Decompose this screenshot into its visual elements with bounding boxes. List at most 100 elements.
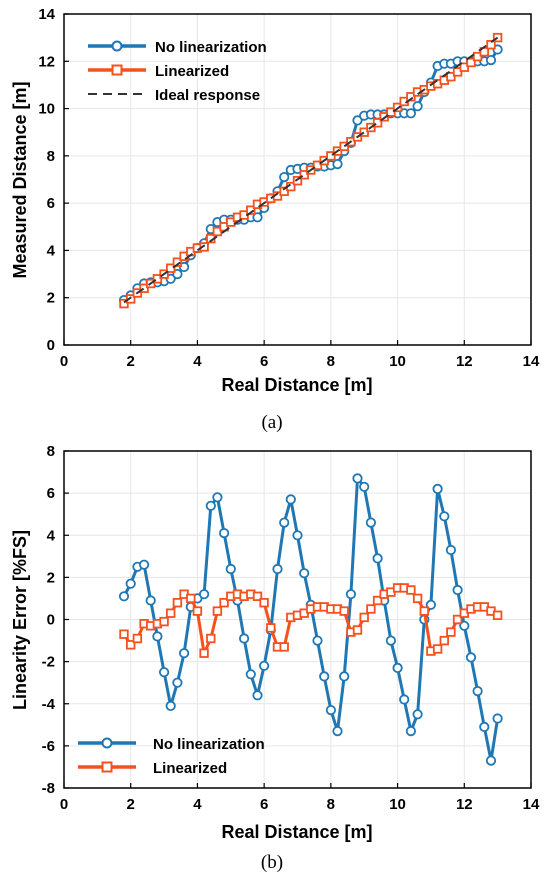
legend-marker-circle-b [101, 737, 113, 749]
data-point-linearized [226, 217, 236, 227]
legend-label-ideal-response: Ideal response [155, 87, 260, 104]
data-point-no-linearization [352, 115, 363, 126]
data-point-linearized [339, 606, 349, 616]
y-tick-label: 12 [38, 53, 55, 70]
data-point-no-linearization [165, 700, 176, 712]
data-point-linearized [486, 40, 496, 50]
data-point-linearized [172, 598, 183, 608]
data-point-no-linearization [492, 713, 503, 724]
x-tick-label: 0 [60, 796, 68, 813]
panel-a-ylabel: Measured Distance [m] [10, 81, 30, 278]
y-tick-label: 8 [47, 148, 55, 165]
data-point-no-linearization [405, 108, 416, 119]
y-tick-label: 0 [47, 337, 55, 354]
x-tick-label: 2 [127, 353, 135, 370]
data-point-linearized [132, 633, 143, 644]
data-point-no-linearization [225, 563, 236, 575]
x-tick-label: 10 [389, 353, 406, 370]
data-point-linearized [165, 608, 176, 618]
data-point-linearized [492, 610, 503, 620]
data-point-no-linearization [405, 725, 416, 737]
data-point-no-linearization [245, 669, 256, 680]
data-point-no-linearization [199, 589, 210, 600]
panel-b: 0 2 4 6 8 10 12 14 -8 -6 -4 -2 0 2 4 6 8 Real Distance [… [10, 443, 540, 873]
x-tick-label: 10 [389, 796, 406, 813]
panel-a-xlabel: Real Distance [m] [221, 375, 372, 395]
data-point-linearized [386, 107, 396, 117]
legend-marker-square-b [101, 761, 113, 773]
legend-entry-ideal-response: Ideal response [88, 87, 260, 104]
y-tick-label: -2 [42, 654, 55, 671]
data-point-linearized [139, 283, 149, 293]
y-tick-label: 2 [47, 290, 55, 307]
data-point-no-linearization [432, 483, 443, 494]
data-point-no-linearization [125, 578, 136, 589]
data-point-linearized [439, 635, 449, 646]
data-point-linearized [199, 242, 209, 252]
data-point-no-linearization [279, 517, 290, 528]
data-point-linearized [199, 648, 209, 658]
data-point-no-linearization [179, 648, 190, 659]
x-tick-label: 0 [60, 353, 68, 370]
legend-label-no-linearization-b: No linearization [153, 736, 265, 753]
panel-a-frame [63, 13, 532, 346]
data-point-linearized [419, 606, 429, 616]
data-point-linearized [126, 640, 136, 650]
data-point-linearized [372, 118, 383, 128]
data-point-no-linearization [258, 660, 270, 671]
data-point-linearized [406, 92, 416, 102]
data-point-linearized [186, 593, 196, 604]
y-tick-label: 4 [47, 527, 56, 544]
data-point-linearized [446, 627, 456, 637]
x-tick-label: 4 [193, 353, 202, 370]
y-tick-label: 6 [47, 195, 55, 212]
y-tick-label: 14 [38, 6, 55, 23]
x-tick-label: 6 [260, 353, 268, 370]
data-point-linearized [192, 606, 203, 616]
data-point-linearized [472, 51, 483, 62]
data-point-no-linearization [285, 494, 296, 505]
data-point-no-linearization [385, 635, 396, 646]
data-point-no-linearization [345, 589, 356, 600]
y-tick-label: 0 [47, 612, 55, 629]
panel-a-series [118, 32, 503, 309]
data-point-no-linearization [299, 568, 310, 579]
legend-label-linearized-b: Linearized [153, 760, 227, 777]
data-point-linearized [292, 175, 303, 186]
data-point-no-linearization [412, 101, 423, 112]
x-tick-label: 2 [127, 796, 135, 813]
panel-a-grid [63, 13, 532, 346]
panel-b-caption: (b) [261, 852, 283, 873]
data-point-linearized [459, 62, 469, 72]
y-tick-label: -6 [42, 738, 55, 755]
panel-b-ylabel: Linearity Error [%FS] [10, 530, 30, 710]
data-point-no-linearization [118, 591, 130, 602]
panel-a: 0 2 4 6 8 10 12 14 0 2 4 6 8 10 12 14 Real Distance [m]… [10, 6, 540, 433]
data-point-no-linearization [472, 685, 483, 697]
data-point-no-linearization [319, 671, 330, 682]
panel-b-xlabel: Real Distance [m] [221, 822, 372, 842]
data-point-linearized [152, 274, 163, 284]
panel-b-ticks: 0 2 4 6 8 10 12 14 -8 -6 -4 -2 0 2 4 6 8 [42, 443, 540, 813]
data-point-no-linearization [159, 667, 170, 678]
data-point-linearized [326, 151, 336, 161]
data-point-no-linearization [145, 595, 156, 606]
data-point-no-linearization [172, 677, 183, 688]
data-point-linearized [259, 598, 269, 608]
panel-b-legend: No linearization Linearized [78, 736, 265, 777]
panel-a-caption: (a) [261, 412, 282, 433]
data-point-linearized [492, 32, 503, 43]
data-point-no-linearization [372, 553, 383, 564]
data-point-linearized [172, 257, 183, 267]
data-point-linearized [372, 595, 383, 606]
y-tick-label: -8 [42, 780, 55, 797]
data-point-no-linearization [465, 652, 477, 663]
data-point-linearized [352, 625, 363, 635]
data-point-linearized [452, 614, 463, 625]
data-point-linearized [219, 598, 229, 608]
data-point-linearized [366, 604, 376, 614]
data-point-linearized [359, 612, 369, 623]
x-tick-label: 12 [456, 353, 473, 370]
data-point-no-linearization [152, 631, 163, 642]
